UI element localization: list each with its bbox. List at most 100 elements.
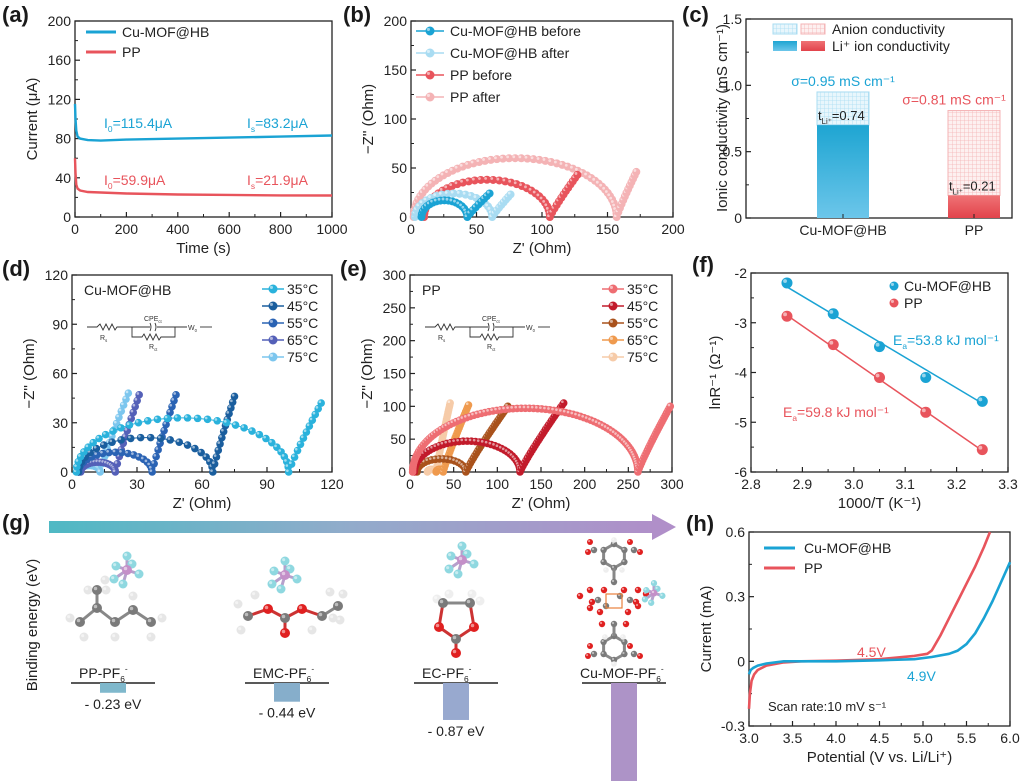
data-point-highlight	[444, 185, 448, 189]
data-annotation: I0=59.9μA	[104, 172, 166, 191]
data-point-highlight	[300, 435, 304, 439]
data-point-highlight	[453, 418, 457, 422]
atom-highlight	[612, 538, 615, 541]
data-point-highlight	[464, 438, 468, 442]
bar-li-ion-conductivity	[817, 125, 869, 218]
data-point-highlight	[97, 469, 101, 473]
resistor-rct	[131, 327, 176, 342]
legend-label: Cu-MOF@HB	[804, 540, 891, 556]
binding-energy-bar	[443, 683, 469, 720]
panel-d: 0 30 60 90 120 0 30 60 90 120 Z' (Ohm) −Z'' (Ohm) Cu…	[21, 267, 344, 512]
data-point-highlight	[112, 469, 116, 473]
x-tick-label: 120	[320, 476, 344, 492]
data-point-highlight	[454, 165, 458, 169]
data-point-highlight	[445, 170, 448, 173]
data-point-highlight	[465, 402, 469, 406]
carbon-atom	[243, 611, 253, 621]
atom-highlight	[651, 590, 655, 594]
atom-highlight	[464, 551, 468, 555]
data-point-highlight	[460, 416, 464, 419]
panel-g: Binding energy (eV) PP-PF6- - 0.23 eV EMC-P…	[24, 514, 676, 781]
data-point-highlight	[457, 417, 460, 421]
atom-highlight	[264, 605, 269, 610]
data-point-highlight	[416, 203, 420, 207]
oxygen-atom	[634, 586, 642, 594]
panel-e: 0 50 100 150 200 250 300 0 50 100 150 200 250 300 Z' (…	[359, 267, 684, 512]
fluorine-atom	[641, 596, 649, 603]
data-point-highlight	[474, 411, 478, 415]
data-point-highlight	[460, 438, 464, 442]
y-axis-title: lnR⁻¹ (Ω⁻¹)	[707, 336, 724, 410]
atom-highlight	[621, 587, 625, 591]
activation-energy-label: Ea=59.8 kJ mol⁻¹	[783, 404, 889, 423]
data-point-highlight	[184, 415, 188, 418]
carbon-atom	[146, 617, 156, 627]
atom-highlight	[93, 586, 98, 591]
x-tick-label: 0	[68, 476, 76, 492]
data-point-highlight	[558, 409, 562, 412]
legend-label: 35°C	[627, 281, 658, 297]
panel-a: 0 200 400 600 800 1000 0 40 80 120 160 200 Time (s) C…	[24, 13, 348, 257]
data-point-highlight	[100, 450, 103, 454]
carbon-atom	[92, 585, 102, 595]
data-point	[976, 395, 988, 407]
data-point-highlight	[93, 445, 97, 449]
data-point-highlight	[309, 417, 313, 421]
atom-highlight	[130, 593, 134, 597]
y-tick-label: 0.5	[723, 144, 743, 160]
data-point-highlight	[269, 319, 273, 323]
y-tick-label: -4	[735, 365, 748, 381]
data-point-highlight	[539, 196, 543, 200]
data-point-highlight	[425, 183, 429, 187]
atom-highlight	[601, 559, 604, 563]
x-tick-label: 3.1	[895, 476, 915, 492]
data-point-highlight	[75, 459, 79, 462]
atom-highlight	[599, 621, 603, 625]
atom-highlight	[649, 600, 652, 603]
phosphorus-atom	[280, 570, 290, 580]
cpe-element	[470, 322, 525, 332]
hydrogen-atom	[603, 567, 609, 573]
x-tick-label: 250	[617, 476, 641, 492]
atom-highlight	[628, 644, 631, 647]
atom-highlight	[459, 543, 463, 547]
data-point-highlight	[609, 319, 613, 323]
data-point-highlight	[482, 158, 485, 161]
data-point-highlight	[428, 195, 431, 198]
panel-label: (f)	[692, 252, 714, 277]
atom-highlight	[642, 597, 646, 600]
atom-highlight	[452, 649, 457, 654]
y-tick-label: 1.0	[723, 77, 743, 93]
y-tick-label: 120	[45, 267, 69, 283]
x-axis-title: Z' (Ohm)	[173, 495, 232, 512]
data-point-highlight	[501, 447, 505, 451]
data-point-highlight	[198, 449, 202, 453]
data-point-highlight	[667, 403, 671, 407]
x-tick-label: 6.0	[1000, 730, 1020, 746]
oxygen-atom	[263, 604, 273, 614]
arrow-head-icon	[652, 514, 676, 540]
legend-label: 55°C	[287, 315, 318, 331]
data-point-highlight	[890, 282, 894, 286]
atom-highlight	[455, 571, 459, 575]
carbon-atom	[75, 617, 85, 627]
data-point-highlight	[476, 439, 480, 442]
data-point-highlight	[570, 411, 574, 415]
panel-label: (e)	[340, 256, 367, 281]
y-axis-title: Current (mA)	[698, 586, 715, 673]
carbon-atom	[465, 598, 475, 608]
atom-highlight	[588, 540, 591, 543]
data-point-highlight	[498, 407, 501, 410]
oxygen-atom	[586, 604, 594, 612]
oxygen-atom	[620, 586, 628, 594]
circuit-label-rs: Rs	[438, 335, 445, 343]
data-point-highlight	[167, 437, 171, 440]
data-point-highlight	[122, 434, 126, 437]
series-line-pp	[73, 158, 333, 197]
data-point-highlight	[603, 425, 607, 428]
data-point-highlight	[123, 396, 126, 400]
atom-highlight	[644, 588, 647, 591]
data-point-highlight	[430, 199, 433, 203]
data-point-highlight	[438, 191, 442, 195]
data-point	[214, 446, 223, 455]
